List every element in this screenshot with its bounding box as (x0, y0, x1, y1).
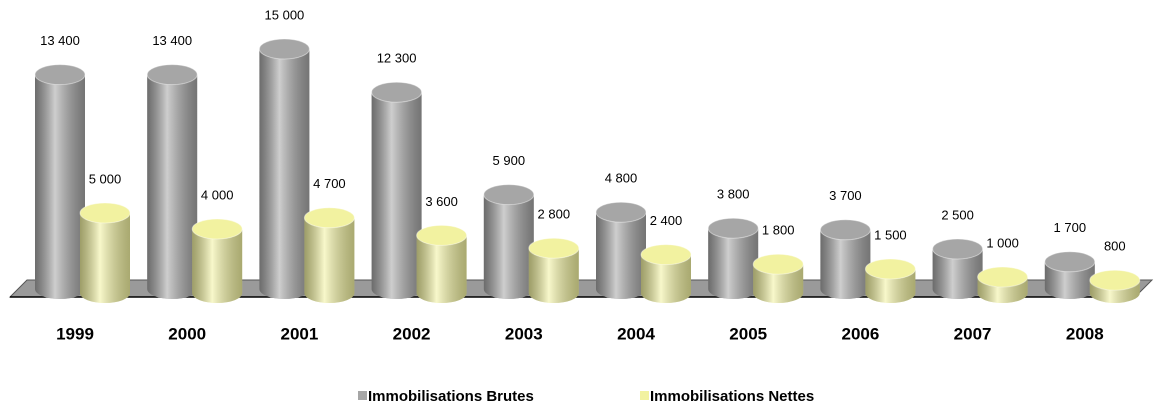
value-label: 13 400 (152, 33, 192, 48)
value-label: 2 500 (941, 207, 974, 222)
value-label: 800 (1104, 239, 1126, 254)
cylinder-top (640, 244, 692, 266)
cylinder-top (932, 238, 984, 260)
cylinder-top (191, 218, 243, 240)
cylinder-shade (932, 249, 983, 299)
cylinder-top (1089, 269, 1141, 291)
x-tick-label: 2002 (393, 324, 431, 343)
cylinder-top (371, 81, 423, 103)
value-label: 1 700 (1054, 220, 1087, 235)
value-label: 4 700 (313, 176, 346, 191)
cylinder-shade (596, 212, 646, 299)
cylinder-shade (35, 74, 85, 299)
legend-label: Immobilisations Nettes (650, 388, 814, 405)
x-tick-label: 2000 (168, 324, 206, 343)
cylinder-top (819, 219, 871, 241)
cylinder-shade (641, 254, 691, 303)
cylinder-shade (528, 248, 579, 303)
cylinder-top (707, 217, 759, 239)
value-label: 15 000 (265, 7, 305, 22)
x-tick-label: 1999 (56, 324, 94, 343)
value-label: 1 500 (874, 227, 907, 242)
value-label: 1 000 (986, 235, 1019, 250)
value-label: 4 800 (605, 171, 638, 186)
value-label: 2 400 (650, 213, 683, 228)
cylinder-shade (371, 92, 422, 299)
x-tick-label: 2005 (729, 324, 767, 343)
x-tick-label: 2007 (954, 324, 992, 343)
cylinder-top (528, 237, 580, 259)
x-tick-label: 2004 (617, 324, 655, 343)
cylinder-top (79, 202, 131, 224)
value-label: 3 600 (425, 194, 458, 209)
cylinder-shade (753, 264, 804, 303)
cylinder-shade (820, 229, 871, 299)
legend-swatch (640, 391, 649, 400)
cylinder-shade (192, 229, 243, 303)
cylinder-top (146, 64, 198, 86)
cylinder-top (752, 253, 804, 275)
cylinder-shade (1044, 261, 1095, 299)
cylinder-shade (977, 277, 1028, 303)
value-label: 5 900 (493, 153, 526, 168)
cylinder-top (977, 266, 1029, 288)
value-label: 1 800 (762, 223, 795, 238)
value-label: 12 300 (377, 51, 417, 66)
cylinder-shade (1089, 280, 1140, 303)
cylinder-top (1044, 251, 1096, 273)
value-label: 2 800 (538, 207, 571, 222)
value-label: 4 000 (201, 187, 234, 202)
cylinder-top (864, 258, 916, 280)
cylinder-top (595, 201, 647, 223)
cylinder-shade (80, 213, 130, 303)
cylinder-shade (865, 269, 916, 303)
cylinder-shade (416, 235, 467, 303)
cylinder-shade (483, 194, 534, 299)
cylinder-shade (147, 74, 198, 299)
value-label: 13 400 (40, 33, 80, 48)
cylinder-top (34, 64, 86, 86)
cylinder-top (483, 184, 535, 206)
legend-label: Immobilisations Brutes (368, 388, 534, 405)
legend-swatch (358, 391, 367, 400)
x-tick-label: 2008 (1066, 324, 1104, 343)
value-label: 5 000 (89, 171, 122, 186)
cylinder-shade (259, 49, 310, 299)
x-tick-label: 2001 (280, 324, 318, 343)
cylinder-top (258, 38, 310, 60)
x-tick-label: 2003 (505, 324, 543, 343)
x-tick-label: 2006 (841, 324, 879, 343)
value-label: 3 800 (717, 187, 750, 202)
cylinder-shade (304, 217, 355, 303)
cylinder-top (416, 224, 468, 246)
value-label: 3 700 (829, 188, 862, 203)
cylinder-shade (708, 228, 759, 299)
cylinder-top (303, 207, 355, 229)
